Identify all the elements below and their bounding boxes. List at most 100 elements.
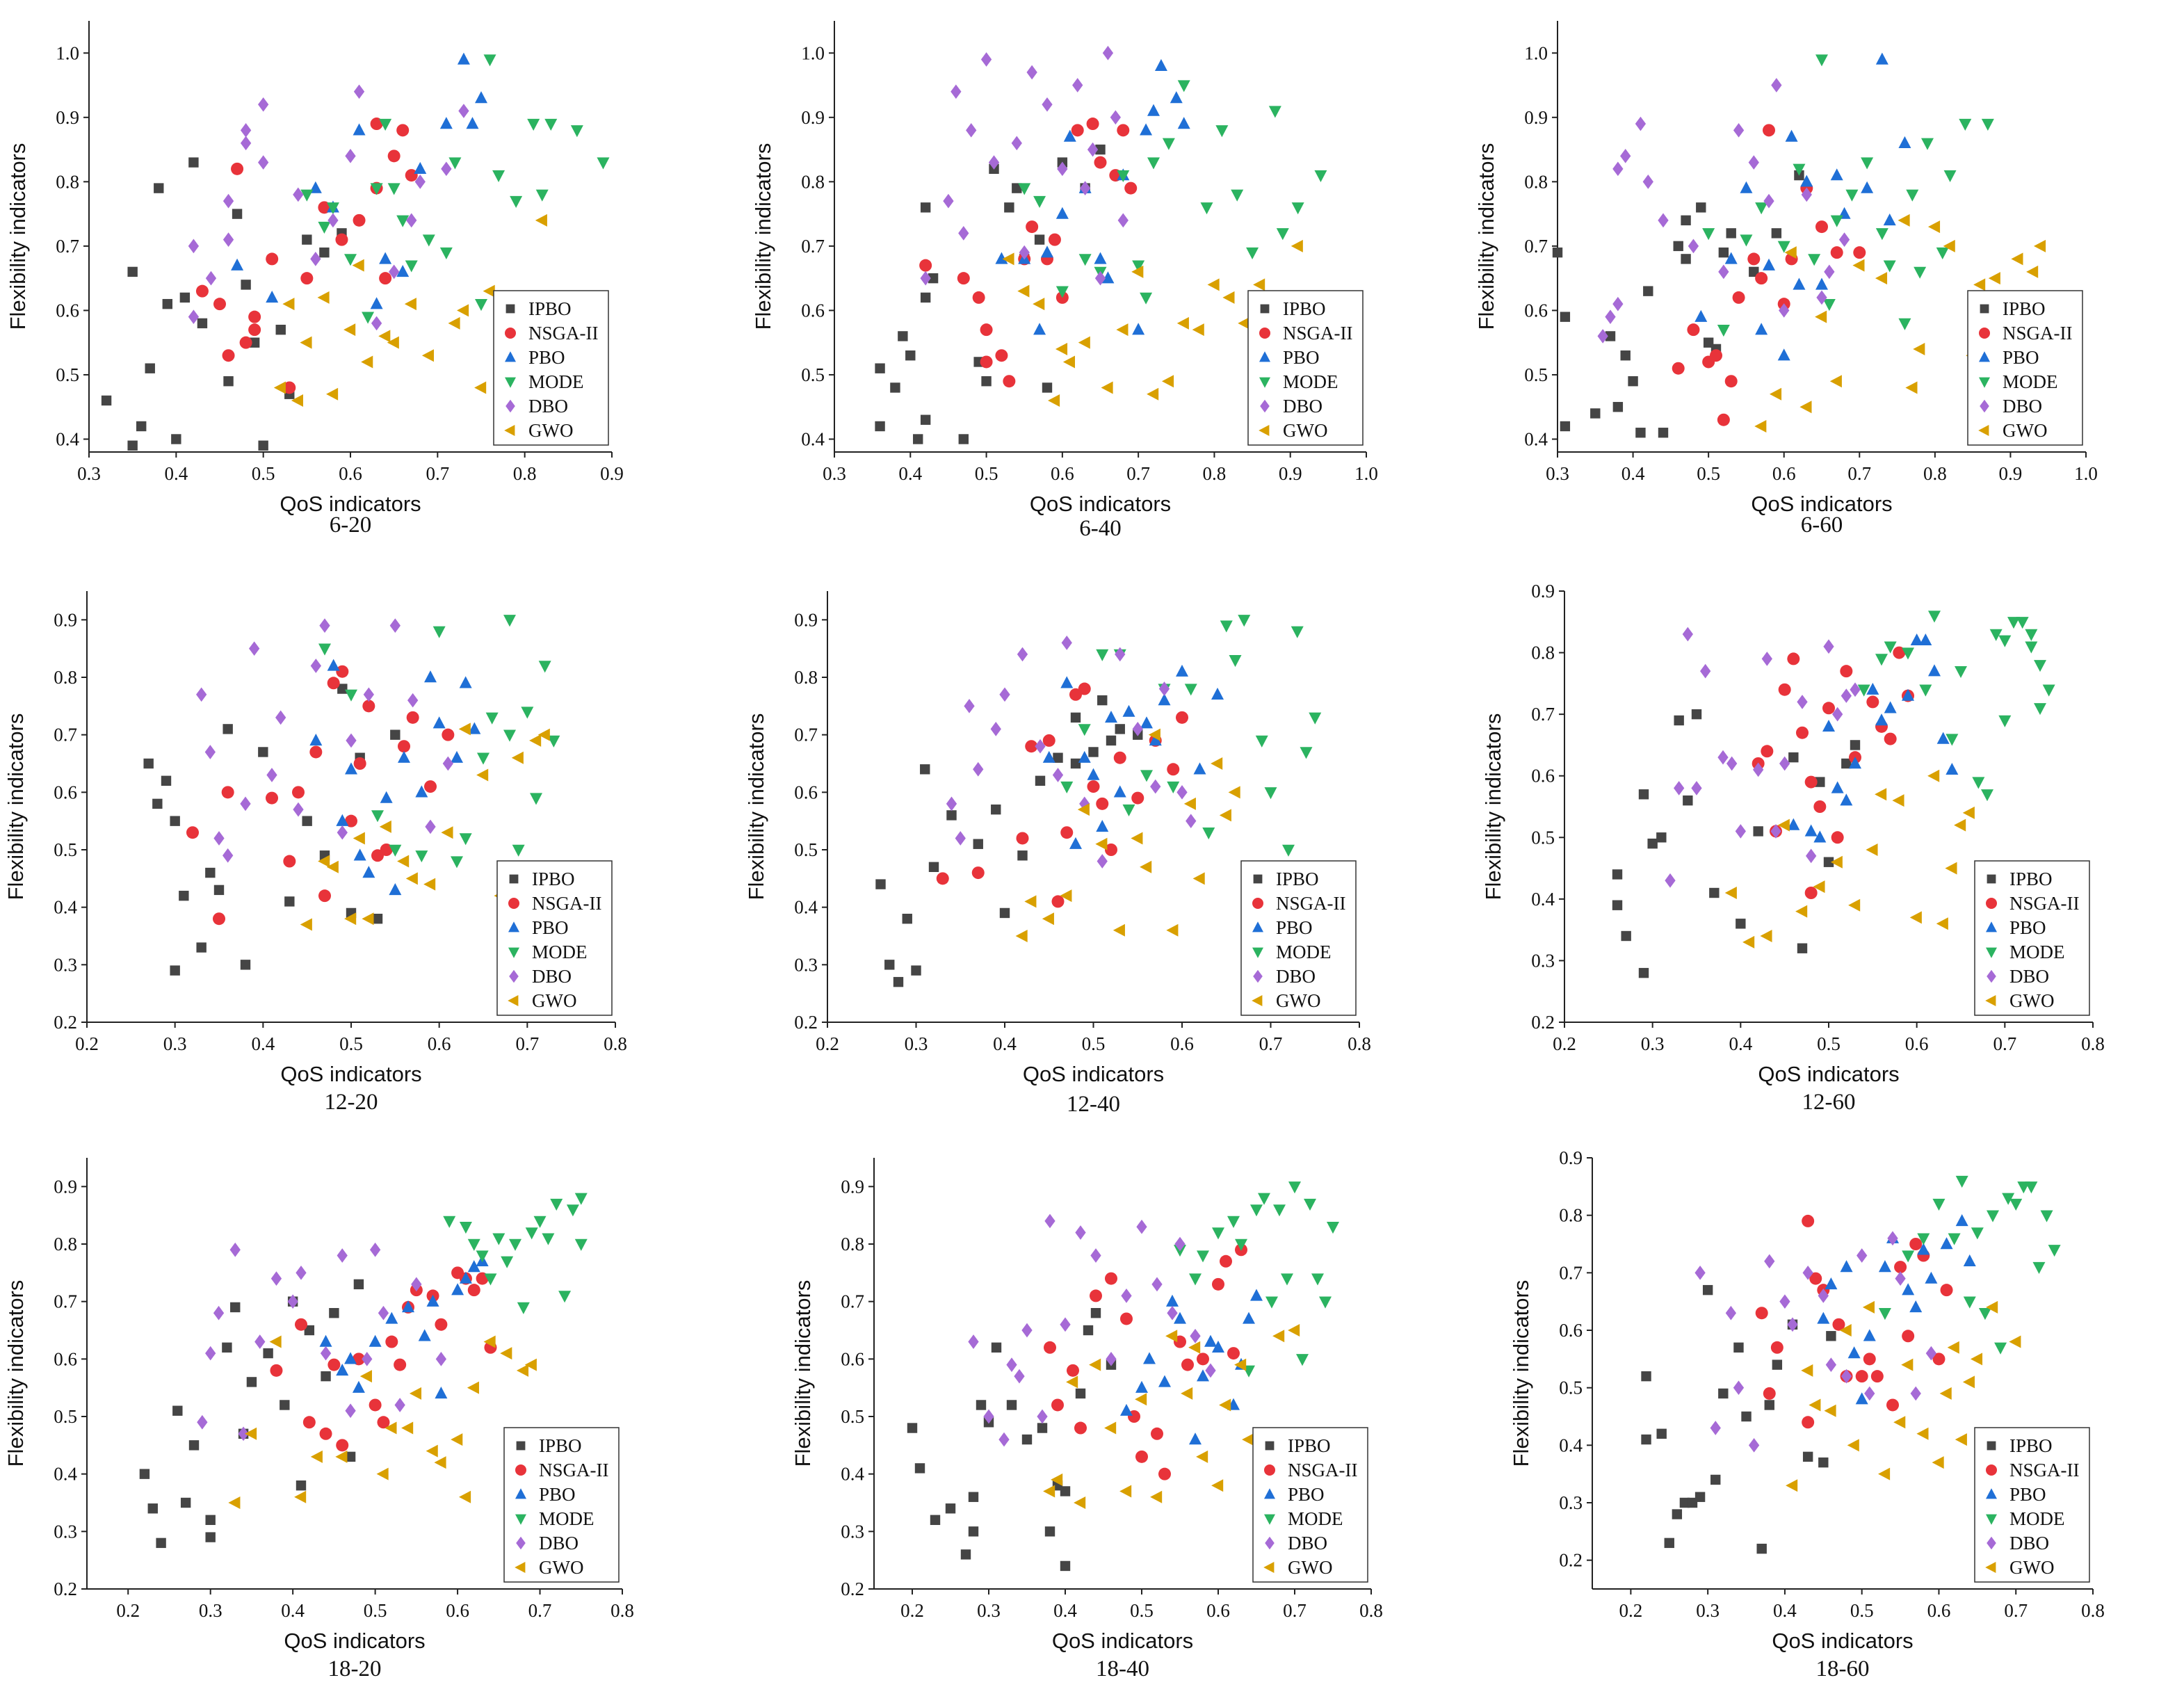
data-point-nsga-ii [1832, 1318, 1845, 1331]
data-point-dbo [1674, 781, 1685, 796]
data-point-ipbo [337, 684, 348, 694]
data-point-mode [1936, 247, 1949, 260]
legend-marker-nsga-ii [508, 898, 519, 909]
data-point-nsga-ii [1866, 695, 1879, 709]
data-point-pbo [1875, 713, 1888, 726]
data-point-pbo [418, 1329, 431, 1341]
data-point-gwo [535, 213, 547, 227]
data-point-mode [405, 260, 418, 273]
data-point-ipbo [1718, 247, 1729, 258]
data-point-pbo [1925, 1271, 1938, 1284]
x-axis-label: QoS indicators [280, 1062, 421, 1086]
data-point-gwo [1824, 1404, 1836, 1417]
data-point-mode [1018, 183, 1031, 195]
series-MODE [1702, 54, 1994, 337]
legend-label: DBO [1288, 1533, 1327, 1553]
panel-caption: 18-60 [1816, 1656, 1870, 1681]
data-point-mode [1928, 611, 1941, 623]
data-point-pbo [1815, 277, 1828, 290]
data-point-gwo [282, 298, 295, 311]
data-point-mode [485, 712, 499, 725]
y-tick-label: 0.8 [56, 171, 79, 192]
data-point-mode [1319, 1296, 1332, 1309]
data-point-ipbo [1647, 838, 1658, 849]
x-axis-label: QoS indicators [280, 492, 421, 516]
data-point-pbo [1176, 664, 1188, 677]
data-point-mode [544, 118, 558, 131]
data-point-nsga-ii [1855, 1370, 1868, 1383]
data-point-dbo [1779, 303, 1790, 318]
data-point-pbo [1211, 687, 1224, 700]
data-point-ipbo [890, 382, 900, 393]
legend-box [496, 860, 613, 1016]
data-point-dbo [1167, 1305, 1178, 1321]
y-tick-label: 0.8 [54, 1234, 77, 1254]
data-point-dbo [1753, 762, 1764, 777]
data-point-nsga-ii [345, 814, 357, 828]
data-point-gwo [483, 284, 495, 298]
y-tick-label: 0.4 [1531, 889, 1555, 910]
data-point-dbo [1895, 1271, 1906, 1286]
data-point-dbo [1841, 1369, 1852, 1384]
data-point-dbo [205, 271, 217, 286]
data-point-dbo [1748, 155, 1759, 170]
data-point-gwo [362, 912, 374, 926]
data-point-gwo [451, 1433, 463, 1446]
data-point-nsga-ii [380, 844, 393, 856]
legend-label: IPBO [1276, 869, 1319, 889]
legend-label: NSGA-II [539, 1460, 609, 1480]
data-point-ipbo [162, 298, 172, 309]
data-point-gwo [1042, 912, 1054, 926]
data-point-ipbo [1590, 408, 1601, 419]
data-point-pbo [1078, 750, 1091, 763]
data-point-mode [1875, 228, 1888, 241]
series-NSGA-II [186, 665, 455, 926]
data-point-nsga-ii [1120, 1312, 1133, 1325]
data-point-mode [1300, 747, 1313, 759]
data-point-ipbo [180, 1497, 191, 1508]
data-point-pbo [309, 734, 323, 746]
data-point-mode [1906, 189, 1919, 202]
data-point-dbo [1717, 750, 1729, 765]
data-point-mode [1304, 1198, 1316, 1211]
y-tick-label: 0.5 [1524, 364, 1548, 385]
data-point-gwo [1927, 220, 1941, 234]
legend: IPBO NSGA-II PBO MODE DBO GWO [1247, 290, 1364, 446]
data-point-pbo [396, 264, 410, 277]
series-IPBO [143, 684, 401, 976]
legend-box [503, 1427, 620, 1583]
data-point-dbo [346, 733, 357, 748]
data-point-mode [503, 615, 516, 627]
data-point-ipbo [1815, 777, 1825, 787]
data-point-gwo [1754, 419, 1767, 433]
data-point-pbo [344, 1352, 357, 1364]
legend-marker-mode [1986, 1514, 1997, 1525]
legend-box [1247, 290, 1364, 446]
data-point-gwo [1211, 1479, 1224, 1492]
legend-label: MODE [528, 371, 584, 392]
data-point-ipbo [156, 1537, 166, 1549]
data-point-pbo [1830, 168, 1843, 181]
data-point-nsga-ii [1051, 895, 1065, 908]
data-point-mode [451, 856, 463, 869]
data-point-mode [1282, 844, 1295, 857]
data-point-pbo [362, 866, 375, 878]
data-point-dbo [345, 148, 356, 163]
data-point-ipbo [302, 816, 312, 826]
data-point-mode [1296, 1354, 1309, 1366]
data-point-gwo [1784, 246, 1797, 259]
data-point-mode [527, 118, 540, 131]
data-point-nsga-ii [1227, 1347, 1240, 1360]
y-tick-label: 0.2 [54, 1012, 77, 1033]
data-point-pbo [1055, 207, 1069, 219]
y-tick-label: 0.6 [794, 782, 818, 802]
series-IPBO [101, 157, 347, 451]
data-point-pbo [1763, 258, 1775, 271]
data-point-gwo [529, 734, 542, 747]
x-tick-label: 0.7 [1847, 463, 1871, 484]
data-point-dbo [1779, 756, 1790, 771]
data-point-ipbo [1641, 1434, 1651, 1445]
data-point-ipbo [991, 1342, 1002, 1353]
data-point-ipbo [1106, 735, 1117, 746]
legend-marker-dbo [1253, 969, 1263, 983]
